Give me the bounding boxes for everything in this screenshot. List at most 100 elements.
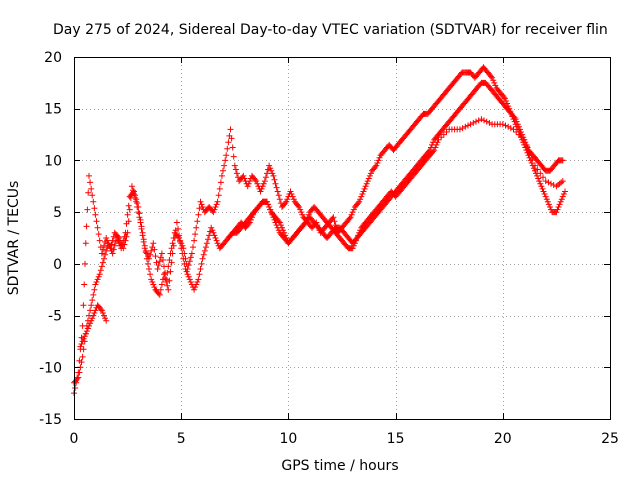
data-point-interp [195, 211, 202, 218]
data-point-interp [84, 325, 91, 332]
data-point-interp [304, 214, 311, 221]
data-point-interp [488, 73, 494, 80]
data-point [197, 198, 204, 205]
data-point [158, 250, 165, 257]
data-point-interp [97, 306, 104, 313]
data-point-interp [217, 179, 224, 186]
x-tick-label: 10 [279, 431, 297, 447]
data-point-interp [83, 328, 90, 335]
data-point-interp [168, 259, 175, 266]
data-point [542, 178, 549, 185]
data-point-interp [273, 184, 280, 191]
data-point-interp [254, 180, 261, 187]
data-point-interp [502, 122, 509, 129]
data-point-interp [210, 229, 217, 236]
x-tick-label: 20 [494, 431, 512, 447]
data-point-interp [171, 235, 178, 241]
data-point [79, 353, 86, 360]
data-point [364, 178, 371, 185]
data-point-interp [164, 282, 171, 289]
data-point-interp [175, 225, 181, 232]
data-point-interp [96, 237, 103, 244]
data-point-interp [111, 242, 118, 249]
data-point-interp [537, 180, 544, 187]
data-point-interp [148, 247, 155, 254]
data-point [86, 172, 92, 179]
data-point-interp [104, 237, 111, 244]
data-point [199, 255, 206, 262]
data-point-interp [93, 279, 100, 285]
data-point-interp [348, 211, 355, 218]
data-point-interp [228, 135, 235, 142]
data-point-interp [365, 175, 372, 182]
data-point-interp [362, 183, 369, 190]
data-point-interp [268, 167, 275, 174]
data-point [562, 188, 568, 195]
data-point-interp [119, 241, 126, 248]
data-point-interp [179, 250, 186, 257]
data-point-interp [164, 269, 171, 276]
data-point [148, 276, 155, 283]
data-point-interp [534, 172, 541, 179]
data-point-interp [505, 123, 512, 130]
y-tick-label: -5 [48, 309, 62, 325]
data-point-interp [559, 193, 566, 200]
data-point-interp [89, 192, 96, 199]
data-point [178, 245, 185, 252]
data-point-interp [271, 176, 278, 183]
data-point-interp [85, 189, 92, 196]
data-point-interp [515, 123, 522, 130]
data-point-interp [158, 281, 165, 288]
data-point-interp [367, 170, 374, 177]
data-point-interp [194, 218, 201, 225]
data-point-interp [82, 260, 88, 267]
data-point [489, 74, 496, 81]
data-point-interp [432, 144, 439, 151]
y-tick-label: 0 [53, 257, 62, 273]
data-point-interp [215, 192, 222, 199]
data-point [281, 229, 288, 236]
y-tick-label: 5 [53, 205, 62, 221]
data-point-interp [147, 251, 154, 258]
data-point-interp [155, 290, 162, 297]
data-point-interp [282, 200, 289, 207]
y-tick-label: 10 [44, 153, 62, 169]
data-point-interp [465, 122, 471, 129]
data-point-interp [303, 216, 310, 223]
data-point [195, 276, 202, 283]
data-point [150, 240, 157, 247]
data-point [517, 126, 523, 133]
data-point-interp [132, 192, 139, 199]
data-point [283, 198, 290, 205]
data-point-interp [350, 242, 357, 249]
data-point [296, 204, 303, 210]
data-point-interp [157, 286, 164, 293]
data-point-interp [101, 312, 107, 319]
data-point-interp [530, 165, 537, 172]
data-point [122, 229, 129, 236]
data-point-interp [356, 229, 363, 236]
data-point-interp [265, 201, 271, 208]
data-point [521, 136, 528, 143]
data-point [113, 235, 120, 241]
data-point-interp [99, 310, 106, 316]
data-point [191, 286, 198, 293]
data-point-interp [438, 134, 445, 141]
x-tick-label: 0 [70, 431, 79, 447]
data-point-interp [180, 255, 187, 262]
data-point-interp [486, 119, 493, 126]
data-point-interp [99, 246, 106, 253]
data-point [105, 240, 112, 247]
data-point [266, 162, 273, 169]
data-point [128, 183, 135, 190]
data-point-interp [473, 118, 479, 125]
data-point-interp [355, 232, 362, 239]
data-point-interp [196, 271, 203, 278]
data-point-interp [147, 271, 154, 278]
data-point-interp [363, 180, 370, 187]
data-point-interp [542, 193, 549, 200]
data-point-interp [524, 144, 531, 151]
data-point-interp [372, 163, 379, 170]
data-point-interp [185, 273, 192, 280]
data-point-interp [125, 202, 132, 209]
